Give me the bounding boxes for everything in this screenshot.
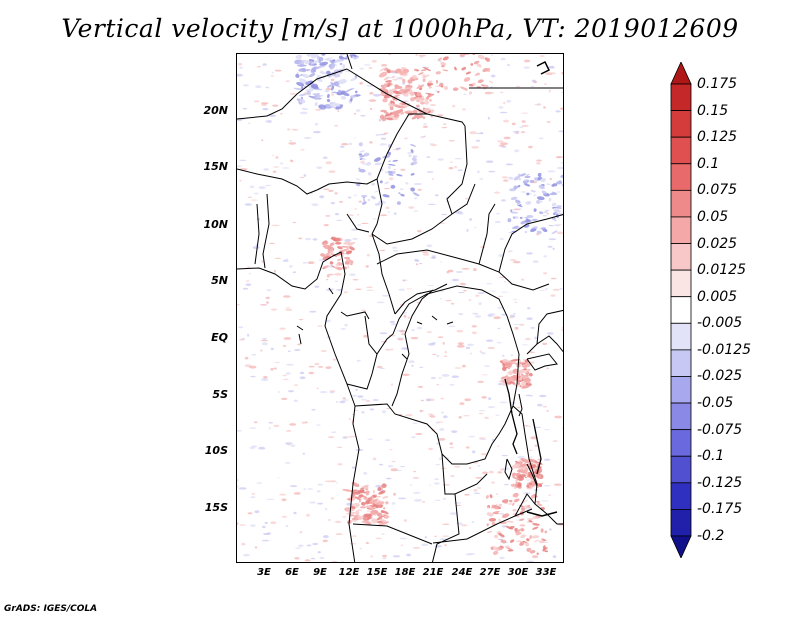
colorbar-tick-label: 0.175 — [697, 76, 738, 92]
colorbar — [670, 62, 692, 558]
colorbar-tick-label: 0.075 — [697, 182, 738, 199]
colorbar-bin — [670, 62, 692, 85]
colorbar-bin — [670, 535, 692, 558]
lon-tick-label: 21E — [422, 567, 444, 578]
lat-tick-label: 5N — [211, 274, 228, 287]
colorbar-tick-label: 0.0125 — [697, 262, 746, 279]
colorbar-tick-label: -0.1 — [697, 448, 725, 465]
colorbar-tick-label: -0.005 — [697, 315, 743, 332]
colorbar-tick-label: 0.005 — [697, 288, 738, 305]
colorbar-tick-label: 0.025 — [697, 235, 738, 252]
lon-tick-label: 9E — [313, 567, 327, 578]
colorbar-tick-label: -0.125 — [697, 474, 743, 491]
lat-tick-label: 15N — [203, 160, 228, 173]
colorbar-tick-label: -0.2 — [697, 528, 725, 544]
lat-tick-label: 15S — [204, 501, 228, 514]
lat-tick-label: 10S — [204, 444, 228, 457]
colorbar-bin — [670, 376, 692, 404]
country-borders — [237, 54, 563, 562]
chart-title: Vertical velocity [m/s] at 1000hPa, VT: … — [61, 14, 739, 43]
colorbar-tick-label: 0.1 — [697, 155, 720, 172]
lon-tick-label: 12E — [338, 567, 360, 578]
lat-tick-label: 5S — [212, 388, 228, 401]
lon-tick-label: 3E — [257, 567, 271, 578]
colorbar-tick-label: 0.125 — [697, 129, 738, 146]
lon-tick-label: 18E — [394, 567, 416, 578]
lat-tick-label: 10N — [203, 218, 228, 231]
colorbar-bin — [670, 402, 692, 431]
colorbar-bin — [670, 482, 692, 510]
lon-tick-label: 30E — [507, 567, 529, 578]
colorbar-tick-label: -0.175 — [697, 501, 743, 518]
lon-tick-label: 27E — [479, 567, 501, 578]
colorbar-bin — [670, 189, 692, 218]
colorbar-tick-label: -0.0125 — [697, 341, 752, 358]
colorbar-boxes — [670, 62, 692, 558]
velocity-field — [237, 54, 563, 562]
colorbar-bin — [670, 509, 692, 537]
lat-tick-label: EQ — [211, 331, 228, 344]
colorbar-tick-label: -0.05 — [697, 395, 734, 412]
colorbar-bin — [670, 243, 692, 271]
colorbar-tick-label: 0.15 — [697, 102, 729, 119]
lon-tick-label: 6E — [285, 567, 299, 578]
colorbar-bin — [670, 83, 692, 111]
footer-credit: GrADS: IGES/COLA — [4, 604, 98, 614]
colorbar-bin — [670, 322, 692, 351]
colorbar-bin — [670, 110, 692, 138]
vertical-velocity-map — [237, 54, 563, 562]
colorbar-bin — [670, 163, 692, 191]
lon-tick-label: 33E — [535, 567, 557, 578]
colorbar-tick-label: 0.05 — [697, 208, 729, 225]
colorbar-bin — [670, 349, 692, 377]
colorbar-bin — [670, 296, 692, 324]
colorbar-bin — [670, 216, 692, 244]
lon-tick-label: 24E — [451, 567, 473, 578]
colorbar-tick-label: -0.025 — [697, 368, 743, 385]
colorbar-bin — [670, 269, 692, 298]
colorbar-bin — [670, 429, 692, 457]
colorbar-tick-label: -0.075 — [697, 421, 743, 438]
lat-tick-label: 20N — [203, 104, 228, 117]
colorbar-bin — [670, 455, 692, 484]
colorbar-bin — [670, 136, 692, 165]
lon-tick-label: 15E — [366, 567, 388, 578]
map-panel — [236, 53, 564, 563]
